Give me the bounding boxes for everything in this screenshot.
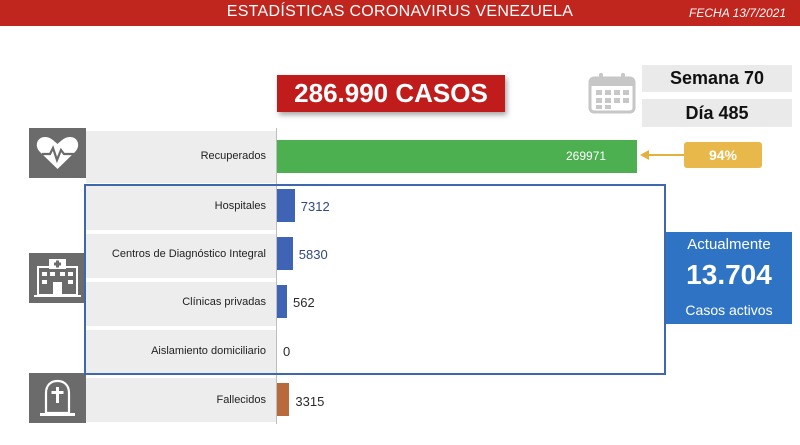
category-label-cdi: Centros de Diagnóstico Integral — [111, 248, 266, 260]
row-bg-recuperados — [86, 131, 276, 183]
bar-fallecidos — [277, 383, 290, 416]
value-label-aislamiento: 0 — [283, 344, 291, 359]
tombstone-cross-icon — [40, 379, 75, 416]
week-counter: Semana 70 — [642, 65, 792, 92]
report-date: FECHA 13/7/2021 — [689, 6, 786, 20]
page-title: ESTADÍSTICAS CORONAVIRUS VENEZUELA — [226, 3, 574, 20]
bar-cdi — [277, 237, 293, 270]
row-bg-clinicas — [86, 282, 276, 326]
active-cases-frame — [84, 184, 666, 375]
category-label-recuperados: Recuperados — [200, 150, 266, 162]
value-label-hospitales: 7312 — [300, 199, 330, 214]
bar-clinicas — [277, 285, 287, 318]
day-counter: Día 485 — [642, 99, 792, 127]
value-label-clinicas: 562 — [293, 295, 315, 310]
header-bar: ESTADÍSTICAS CORONAVIRUS VENEZUELA FECHA… — [0, 0, 800, 26]
category-label-aislamiento: Aislamiento domiciliario — [151, 345, 266, 357]
hospital-building-icon — [34, 259, 81, 297]
heart-pulse-icon — [36, 137, 79, 169]
active-label-bottom: Casos activos — [685, 302, 773, 318]
active-cases-box: Actualmente 13.704 Casos activos — [666, 232, 792, 324]
category-label-hospitales: Hospitales — [214, 200, 266, 212]
chart-axis — [276, 128, 277, 424]
row-bg-cdi — [86, 234, 276, 278]
pct-arrow-head — [640, 150, 649, 160]
row-bg-fallecidos — [86, 378, 276, 422]
category-label-fallecidos: Fallecidos — [216, 394, 266, 406]
category-label-clinicas: Clínicas privadas — [182, 296, 266, 308]
value-label-fallecidos: 3315 — [295, 394, 325, 409]
calendar-icon — [588, 73, 636, 114]
total-cases-badge: 286.990 CASOS — [277, 75, 505, 112]
deceased-tile — [29, 373, 86, 423]
pct-arrow-line — [648, 154, 684, 156]
active-cases-value: 13.704 — [686, 259, 772, 290]
hospital-tile — [29, 253, 86, 303]
row-bg-aislamiento — [86, 330, 276, 374]
bar-hospitales — [277, 189, 295, 222]
bar-recuperados — [277, 140, 637, 173]
recovered-percent-badge: 94% — [684, 142, 762, 168]
active-label-top: Actualmente — [687, 236, 771, 253]
value-label-recuperados: 269971 — [566, 149, 607, 163]
row-bg-hospitales — [86, 186, 276, 230]
recovered-tile — [29, 128, 86, 178]
value-label-cdi: 5830 — [298, 247, 328, 262]
